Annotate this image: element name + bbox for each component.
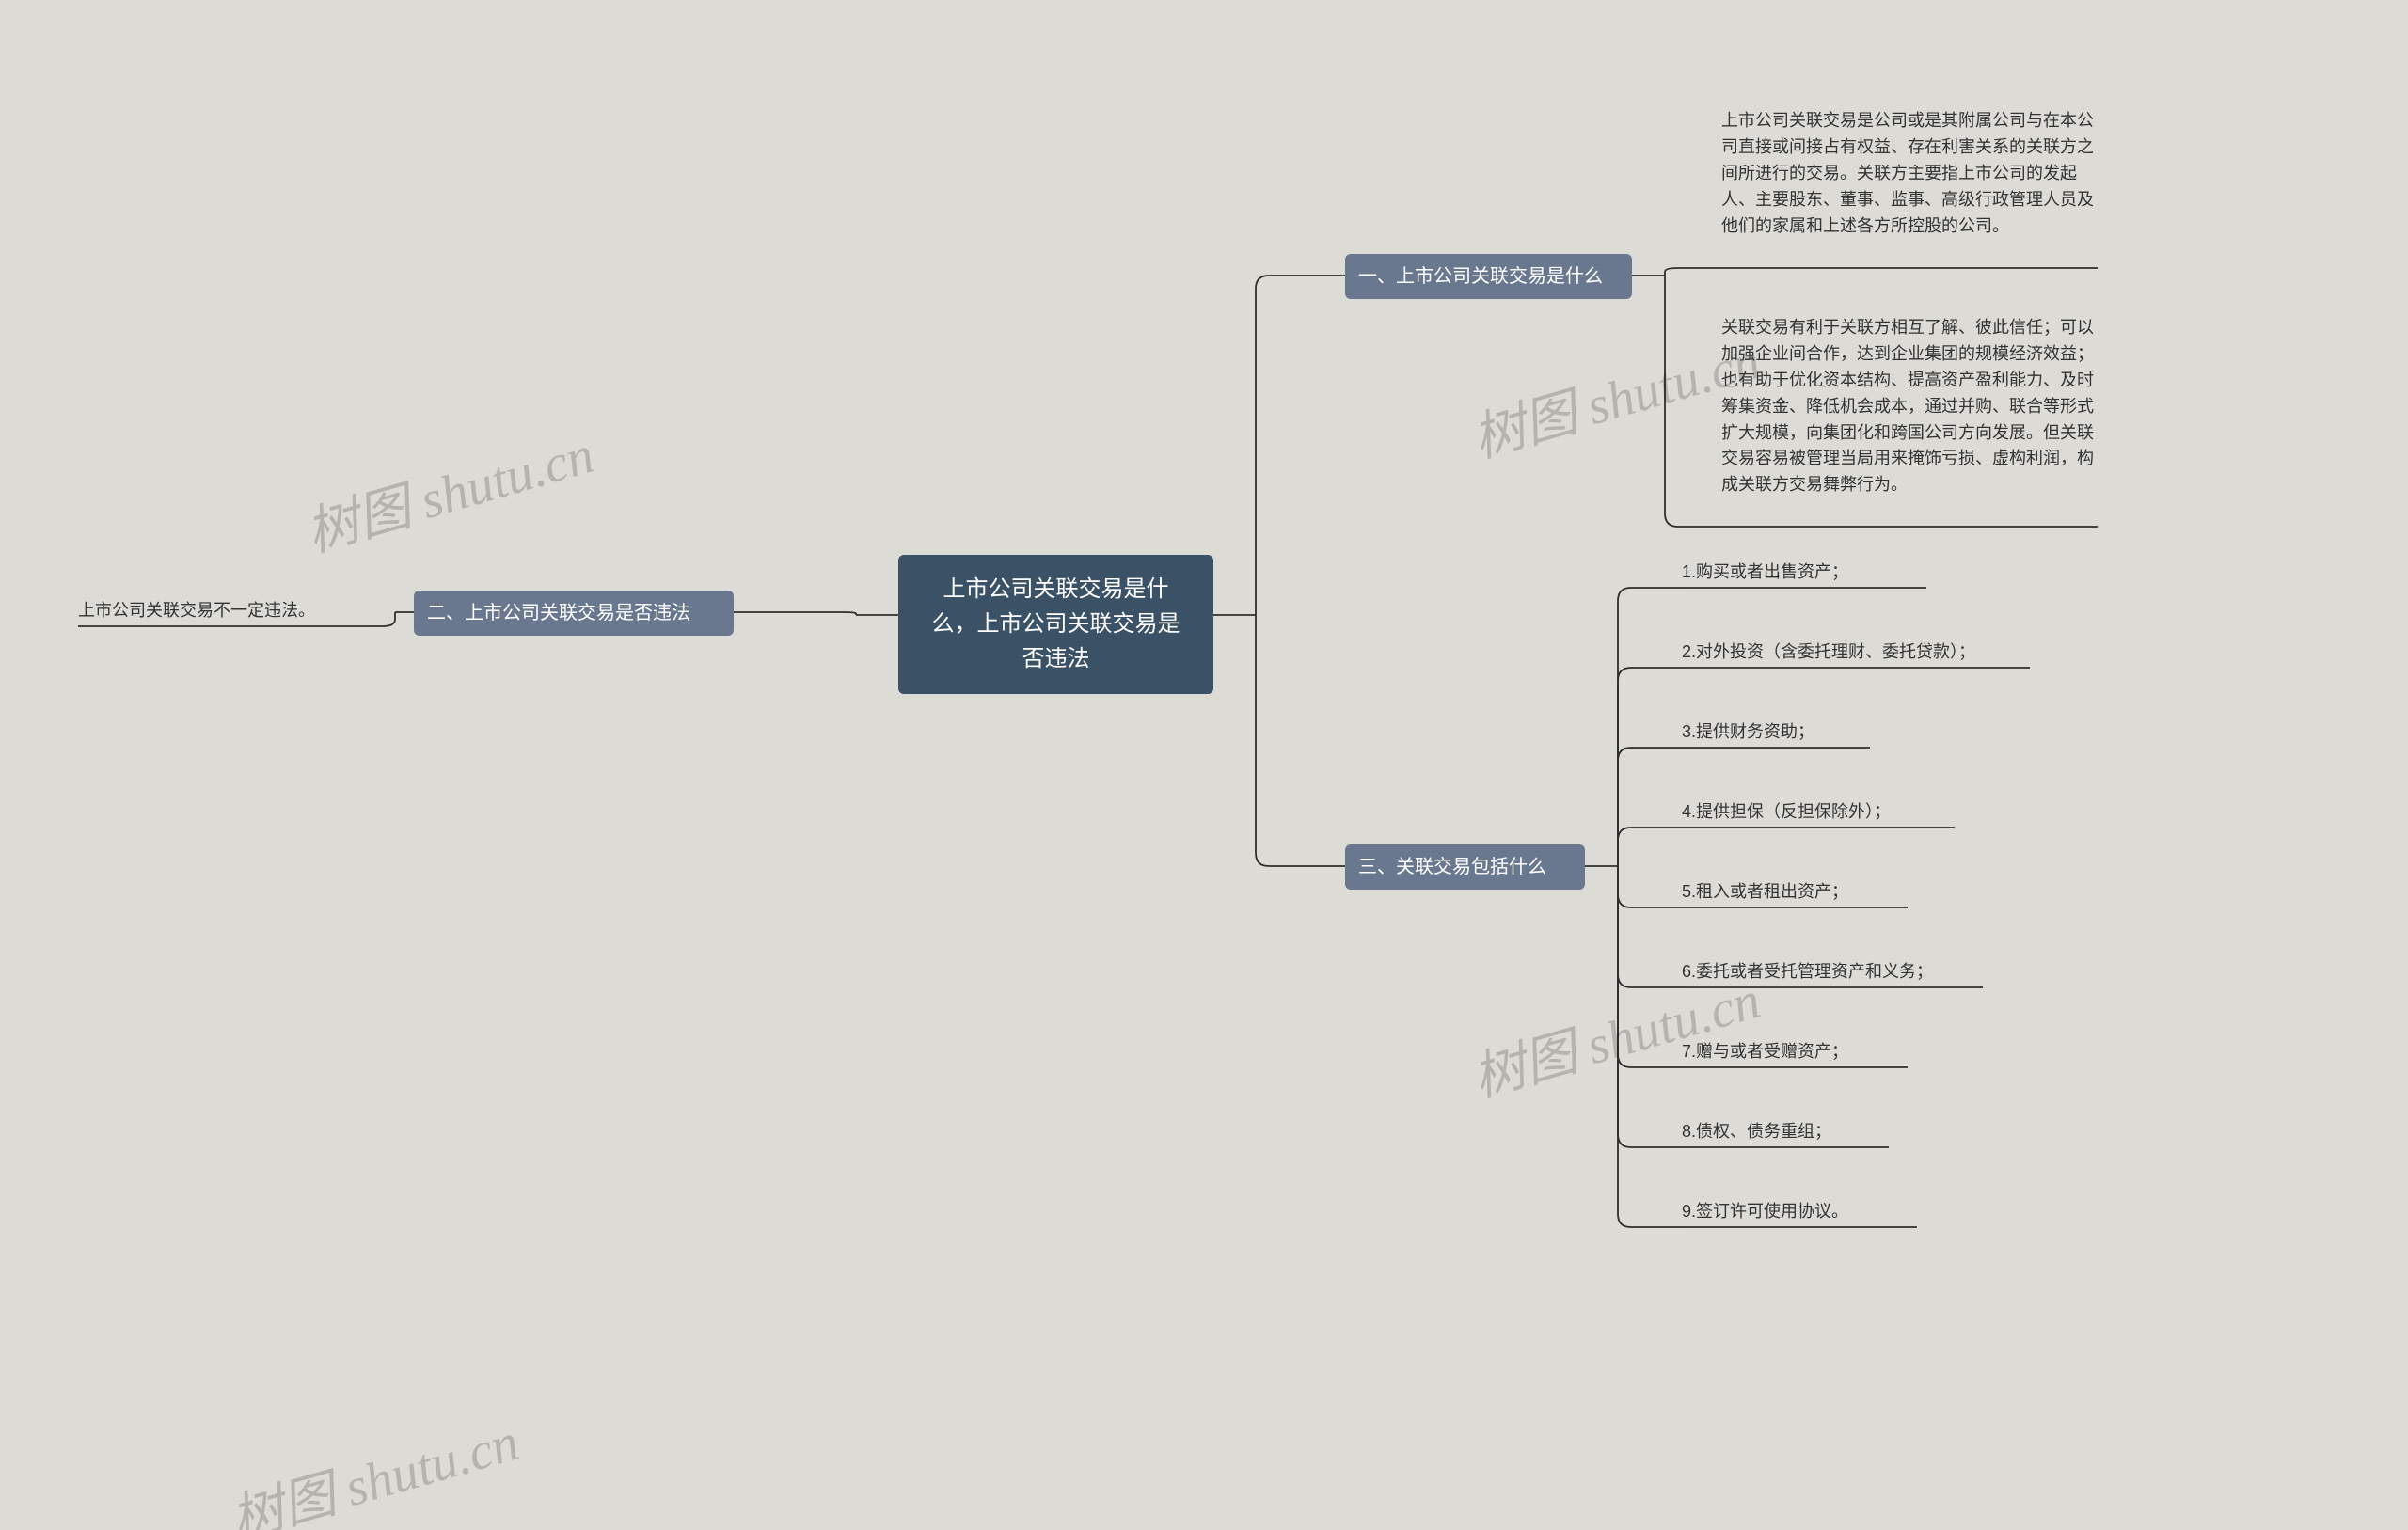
right-branch-1[interactable]: 三、关联交易包括什么: [1345, 844, 1585, 890]
right-leaf-0-1[interactable]: 关联交易有利于关联方相互了解、彼此信任；可以加强企业间合作，达到企业集团的规模经…: [1721, 315, 2098, 498]
left-leaf-0-0[interactable]: 上市公司关联交易不一定违法。: [78, 598, 370, 624]
left-branch-0[interactable]: 二、上市公司关联交易是否违法: [414, 591, 734, 636]
watermark: 树图 shutu.cn: [221, 1399, 526, 1530]
right-leaf-1-6[interactable]: 7.赠与或者受赠资产；: [1682, 1039, 1908, 1065]
right-leaf-1-3[interactable]: 4.提供担保（反担保除外）；: [1682, 799, 1955, 826]
right-leaf-1-2[interactable]: 3.提供财务资助；: [1682, 719, 1870, 746]
right-leaf-1-5[interactable]: 6.委托或者受托管理资产和义务；: [1682, 959, 1983, 986]
right-leaf-1-4[interactable]: 5.租入或者租出资产；: [1682, 879, 1908, 906]
mindmap-canvas: 树图 shutu.cn 树图 shutu.cn 树图 shutu.cn 树图 s…: [0, 0, 2408, 1530]
right-leaf-1-8[interactable]: 9.签订许可使用协议。: [1682, 1199, 1917, 1225]
right-leaf-1-0[interactable]: 1.购买或者出售资产；: [1682, 560, 1926, 586]
right-leaf-0-0[interactable]: 上市公司关联交易是公司或是其附属公司与在本公司直接或间接占有权益、存在利害关系的…: [1721, 108, 2098, 239]
watermark: 树图 shutu.cn: [296, 412, 601, 566]
right-leaf-1-1[interactable]: 2.对外投资（含委托理财、委托贷款）；: [1682, 639, 2030, 666]
root-node[interactable]: 上市公司关联交易是什么，上市公司关联交易是否违法: [898, 555, 1213, 694]
right-branch-0[interactable]: 一、上市公司关联交易是什么: [1345, 254, 1632, 299]
right-leaf-1-7[interactable]: 8.债权、债务重组；: [1682, 1119, 1889, 1145]
